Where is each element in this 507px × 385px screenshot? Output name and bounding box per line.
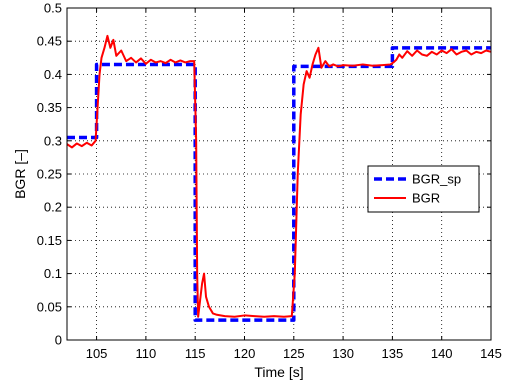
legend-box	[367, 165, 480, 213]
legend-label-bgr: BGR	[412, 191, 440, 206]
x-tick-label: 105	[86, 346, 108, 361]
legend: BGR_sp BGR	[367, 165, 480, 213]
series-line-bgr	[66, 34, 492, 318]
x-tick-label: 145	[480, 346, 502, 361]
series-line-bgr-sp	[67, 46, 491, 322]
x-tick-label: 115	[185, 346, 206, 361]
ticks: 105 110 115 120 125 130 135 140 145 0 0.05 0.1 0.15 0…	[37, 1, 502, 362]
y-tick-label: 0.25	[37, 167, 62, 182]
x-tick-label: 130	[332, 346, 354, 361]
y-tick-label: 0.15	[37, 233, 62, 248]
y-tick-label: 0.05	[37, 299, 62, 314]
y-tick-label: 0.4	[44, 67, 62, 82]
y-tick-label: 0	[55, 333, 62, 348]
x-tick-label: 110	[136, 346, 157, 361]
x-tick-label: 125	[283, 346, 305, 361]
x-axis-title: Time [s]	[254, 364, 303, 380]
x-tick-label: 135	[382, 346, 404, 361]
y-tick-label: 0.35	[37, 100, 62, 115]
y-tick-label: 0.45	[37, 34, 62, 49]
y-tick-label: 0.5	[44, 1, 62, 16]
x-tick-label: 140	[431, 346, 453, 361]
y-tick-label: 0.1	[44, 266, 62, 281]
x-tick-label: 120	[234, 346, 256, 361]
series-layer	[66, 34, 492, 322]
legend-label-bgr-sp: BGR_sp	[412, 172, 461, 187]
y-tick-label: 0.3	[44, 133, 62, 148]
y-axis-title: BGR [–]	[12, 149, 28, 199]
y-tick-label: 0.2	[44, 200, 62, 215]
